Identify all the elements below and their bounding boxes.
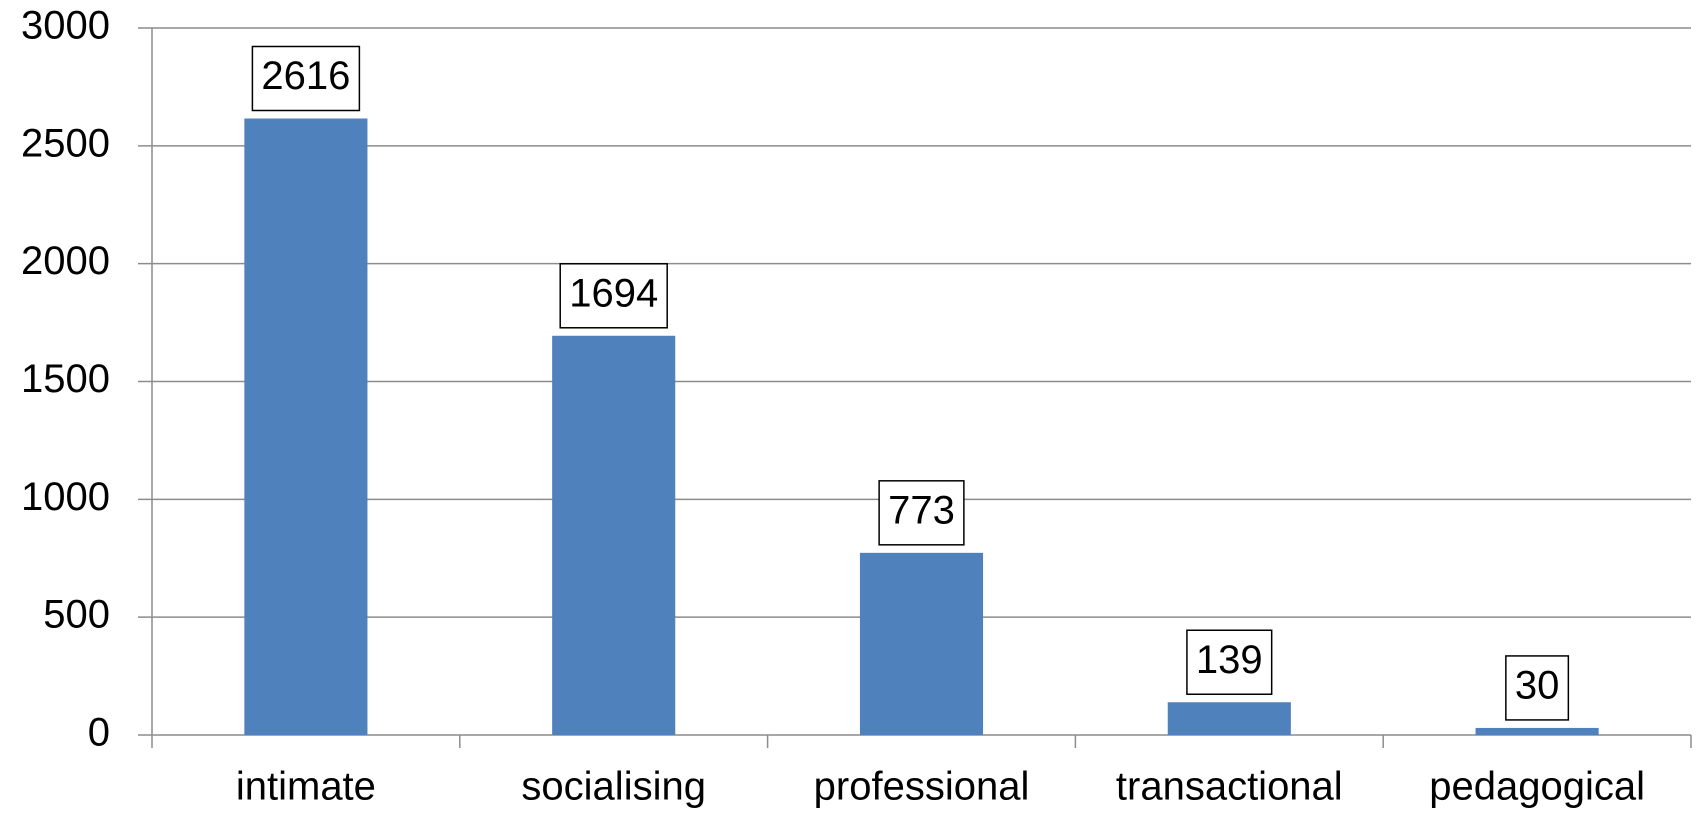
x-tick-label: transactional [1116, 765, 1343, 809]
y-tick-label: 1500 [21, 357, 110, 401]
data-label: 139 [1196, 638, 1263, 682]
data-label-box [559, 263, 668, 329]
bar [552, 335, 676, 735]
data-label-box [251, 45, 361, 112]
x-tick-label: intimate [236, 765, 376, 809]
data-label: 1694 [569, 271, 658, 315]
x-tick-label: socialising [521, 765, 706, 809]
data-label-box [1186, 629, 1273, 695]
y-tick-label: 2000 [21, 239, 110, 283]
data-label-box [1505, 655, 1570, 721]
bar [1167, 702, 1291, 735]
data-label: 2616 [261, 54, 350, 98]
y-tick-label: 2500 [21, 121, 110, 165]
y-tick-label: 3000 [21, 4, 110, 48]
bar [1475, 727, 1599, 735]
data-label: 30 [1515, 663, 1560, 707]
data-label: 773 [888, 488, 955, 532]
y-tick-label: 1000 [21, 475, 110, 519]
y-tick-label: 500 [43, 593, 110, 637]
bar [859, 552, 984, 735]
x-tick-label: pedagogical [1429, 765, 1645, 809]
x-tick-label: professional [814, 765, 1030, 809]
y-tick-label: 0 [88, 711, 110, 755]
bar [244, 118, 368, 736]
data-label-box [878, 480, 965, 546]
